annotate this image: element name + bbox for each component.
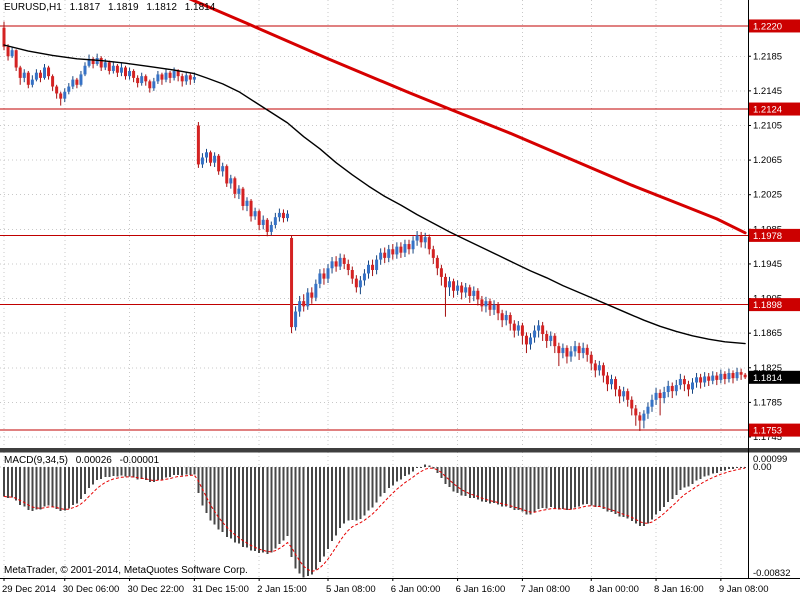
svg-text:1.2145: 1.2145 [753, 86, 782, 97]
time-axis[interactable]: 29 Dec 2014 30 Dec 06:00 30 Dec 22:00 31 De… [2, 578, 769, 595]
svg-text:31 Dec 15:00: 31 Dec 15:00 [192, 584, 249, 595]
candles[interactable] [2, 21, 747, 431]
svg-text:2 Jan 15:00: 2 Jan 15:00 [257, 584, 307, 595]
svg-text:1.2105: 1.2105 [753, 120, 782, 131]
svg-text:9 Jan 08:00: 9 Jan 08:00 [719, 584, 769, 595]
svg-text:1.1745: 1.1745 [753, 432, 782, 443]
svg-text:8 Jan 00:00: 8 Jan 00:00 [589, 584, 639, 595]
svg-text:30 Dec 22:00: 30 Dec 22:00 [128, 584, 185, 595]
price-level-labels: 1.2220 1.2124 1.1978 1.1898 1.1753 [749, 19, 800, 437]
svg-text:1.2124: 1.2124 [753, 105, 782, 116]
svg-text:1.1978: 1.1978 [753, 231, 782, 242]
ma-black-line [3, 44, 746, 345]
svg-text:30 Dec 06:00: 30 Dec 06:00 [63, 584, 120, 595]
pane-divider[interactable] [0, 448, 800, 453]
ohlc-close: 1.1814 [184, 2, 216, 13]
svg-text:1.2220: 1.2220 [753, 21, 782, 32]
axes-frame [0, 0, 800, 579]
level-lines [0, 25, 748, 431]
svg-text:1.1825: 1.1825 [753, 363, 782, 374]
ohlc-low: 1.1812 [146, 2, 177, 13]
current-price-label: 1.1814 [749, 370, 800, 384]
svg-text:1.1785: 1.1785 [753, 397, 782, 408]
svg-text:1.1898: 1.1898 [753, 300, 782, 311]
macd-signal-value: -0.00001 [119, 455, 160, 466]
macd-name-label: MACD(9,34,5) [4, 455, 68, 466]
svg-text:1.1753: 1.1753 [753, 426, 782, 437]
symbol-timeframe-label: EURUSD,H1 [4, 2, 62, 13]
symbol-ohlc-readout: EURUSD,H1 1.1817 1.1819 1.1812 1.1814 [4, 2, 215, 13]
svg-text:1.1865: 1.1865 [753, 328, 782, 339]
svg-text:0.00: 0.00 [753, 462, 772, 473]
svg-text:-0.00832: -0.00832 [753, 568, 791, 579]
svg-text:1.2065: 1.2065 [753, 155, 782, 166]
svg-text:1.1814: 1.1814 [753, 373, 782, 384]
copyright-label: MetaTrader, © 2001-2014, MetaQuotes Soft… [4, 565, 248, 576]
ohlc-open: 1.1817 [69, 2, 101, 13]
svg-text:7 Jan 08:00: 7 Jan 08:00 [520, 584, 570, 595]
grid-lines [0, 0, 748, 578]
ma-red-line [188, 0, 747, 235]
svg-text:6 Jan 16:00: 6 Jan 16:00 [456, 584, 506, 595]
macd-main-value: 0.00026 [75, 455, 112, 466]
svg-text:29 Dec 2014: 29 Dec 2014 [2, 584, 56, 595]
svg-text:0.00099: 0.00099 [753, 454, 787, 465]
svg-text:1.2185: 1.2185 [753, 51, 782, 62]
macd-histogram [3, 464, 747, 578]
svg-text:8 Jan 16:00: 8 Jan 16:00 [654, 584, 704, 595]
svg-text:1.2025: 1.2025 [753, 190, 782, 201]
macd-signal-line [3, 467, 746, 572]
svg-text:5 Jan 08:00: 5 Jan 08:00 [326, 584, 376, 595]
macd-indicator-readout: MACD(9,34,5) 0.00026 -0.00001 [4, 455, 159, 466]
svg-text:1.1945: 1.1945 [753, 259, 782, 270]
ohlc-high: 1.1819 [107, 2, 139, 13]
svg-text:6 Jan 00:00: 6 Jan 00:00 [391, 584, 441, 595]
